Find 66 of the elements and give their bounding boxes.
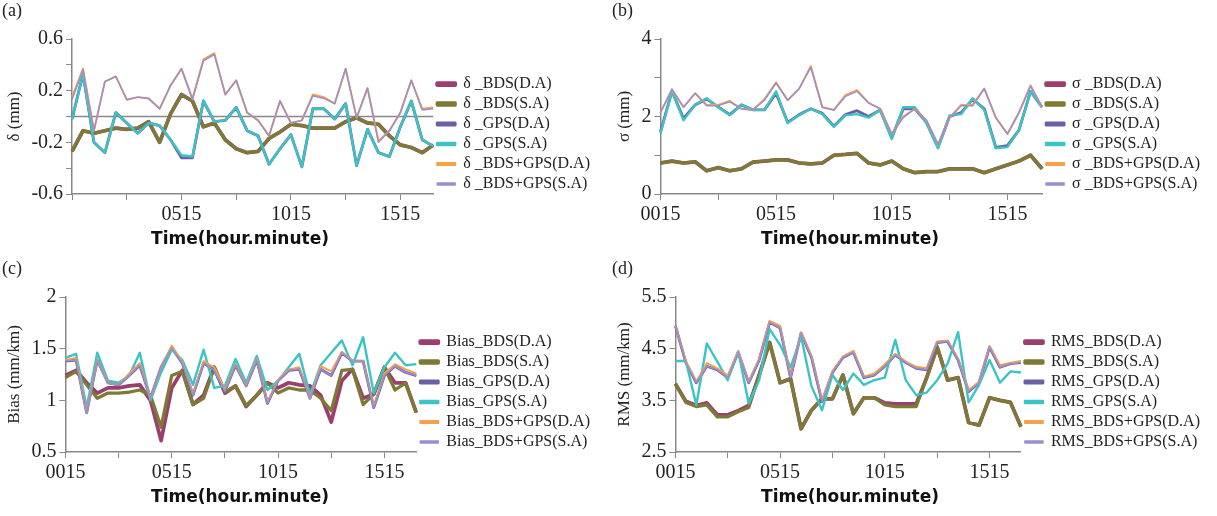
x-tick-label: 0515 (151, 460, 192, 483)
x-tick-label: 1515 (364, 460, 405, 483)
y-tick-label: 2 (641, 103, 652, 126)
legend-label: σ _GPS(D.A) (1072, 114, 1160, 133)
y-tick-label: 3.5 (641, 387, 667, 410)
x-tick-label: 0515 (161, 202, 202, 225)
legend-label: δ _GPS(S.A) (463, 134, 548, 153)
y-tick-label: 0 (641, 181, 652, 204)
y-tick-label: -0.2 (31, 129, 64, 152)
legend-label: σ _BDS(S.A) (1072, 94, 1159, 113)
legend-label: RMS_GPS(S.A) (1050, 392, 1158, 411)
legend-label: RMS_GPS(D.A) (1050, 372, 1160, 391)
y-tick-label: 0.2 (38, 77, 64, 100)
y-axis-title: Bias (mm/km) (3, 325, 23, 424)
legend-label: δ _BDS(S.A) (463, 94, 549, 113)
legend-label: Bias_BDS(D.A) (446, 332, 552, 351)
x-tick-label: 1515 (380, 202, 421, 225)
x-tick-label: 0015 (640, 202, 681, 225)
y-tick-label: 4 (641, 26, 652, 49)
x-tick-label: 0515 (760, 460, 801, 483)
legend-label: δ _BDS(D.A) (463, 74, 552, 93)
x-tick-label: 1015 (258, 460, 299, 483)
y-tick-label: 2.5 (641, 439, 667, 462)
legend-label: δ _BDS+GPS(D.A) (463, 154, 591, 173)
legend-label: δ _GPS(D.A) (463, 114, 550, 133)
y-tick-label: 1 (46, 387, 57, 410)
y-axis-title: δ (mm) (3, 91, 23, 142)
legend-label: σ _GPS(S.A) (1072, 134, 1158, 153)
y-tick-label: 1.5 (31, 335, 57, 358)
y-tick-label: 4.5 (641, 335, 667, 358)
x-tick-label: 0015 (45, 460, 86, 483)
legend-label: RMS_BDS(S.A) (1050, 352, 1159, 371)
x-tick-label: 0515 (756, 202, 797, 225)
x-axis-title: Time(hour.minute) (760, 486, 940, 506)
legend-label: σ _BDS+GPS(S.A) (1072, 174, 1198, 193)
legend-label: Bias_BDS+GPS(S.A) (446, 432, 588, 451)
x-tick-label: 0015 (655, 460, 696, 483)
legend-label: RMS_BDS+GPS(S.A) (1050, 432, 1198, 451)
chart-title: (b) (612, 0, 633, 21)
legend-label: σ _BDS+GPS(D.A) (1072, 154, 1200, 173)
legend-label: Bias_GPS(D.A) (446, 372, 550, 391)
x-axis-title: Time(hour.minute) (150, 486, 330, 506)
legend-label: Bias_BDS+GPS(D.A) (446, 412, 591, 431)
x-axis-title: Time(hour.minute) (760, 228, 940, 248)
x-tick-label: 1515 (987, 202, 1028, 225)
legend-label: RMS_BDS(D.A) (1050, 332, 1162, 351)
legend-label: Bias_GPS(S.A) (446, 392, 548, 411)
x-tick-label: 1015 (871, 202, 912, 225)
x-tick-label: 1015 (270, 202, 311, 225)
y-axis-title: σ (mm) (613, 90, 633, 143)
legend-label: RMS_BDS+GPS(D.A) (1050, 412, 1200, 431)
chart-title: (d) (612, 258, 633, 279)
y-tick-label: 5.5 (641, 284, 667, 307)
legend-label: δ _BDS+GPS(S.A) (463, 174, 588, 193)
x-tick-label: 1015 (864, 460, 905, 483)
x-axis-title: Time(hour.minute) (150, 228, 330, 248)
chart-title: (c) (2, 258, 22, 279)
y-axis-title: RMS (mm/km) (613, 322, 633, 427)
y-tick-label: 0.6 (38, 26, 64, 49)
chart-title: (a) (2, 0, 22, 21)
x-tick-label: 1515 (969, 460, 1010, 483)
legend-label: σ _BDS(D.A) (1072, 74, 1162, 93)
legend-label: Bias_BDS(S.A) (446, 352, 549, 371)
y-tick-label: -0.6 (31, 181, 64, 204)
y-tick-label: 0.5 (31, 439, 57, 462)
y-tick-label: 2 (46, 284, 57, 307)
